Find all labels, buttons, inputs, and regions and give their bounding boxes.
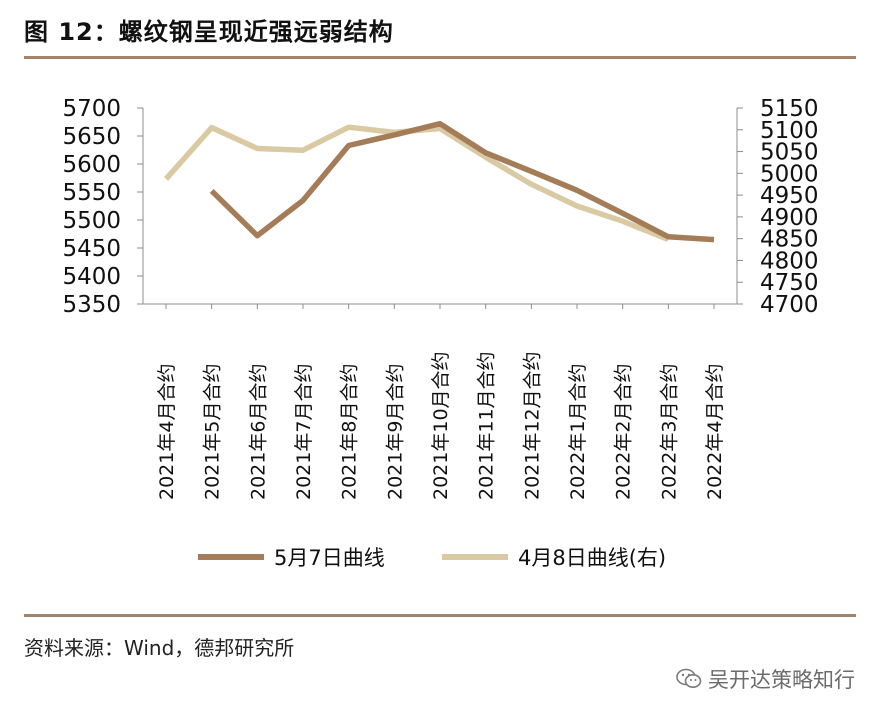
x-tick-label: 2021年10月合约: [430, 351, 452, 500]
x-tick-label: 2021年11月合约: [476, 351, 498, 500]
y-right-tick-label: 5150: [760, 96, 819, 122]
y-right-tick-label: 5000: [760, 161, 819, 187]
legend: 5月7日曲线 4月8日曲线(右): [198, 546, 666, 570]
x-tick-label: 2022年4月合约: [704, 364, 726, 500]
y-right-tick-label: 4850: [760, 227, 819, 253]
y-right-tick-label: 4900: [760, 205, 819, 231]
bottom-divider: [24, 614, 856, 617]
source-note: 资料来源：Wind，德邦研究所: [24, 636, 295, 660]
x-tick-label: 2021年7月合约: [293, 364, 315, 500]
y-left-tick-label: 5400: [62, 264, 121, 290]
series-line: [209, 120, 715, 243]
y-left-tick-label: 5700: [62, 96, 121, 122]
x-tick-label: 2021年12月合约: [521, 351, 543, 500]
y-right-tick-label: 4750: [760, 270, 819, 296]
y-left-tick-label: 5500: [62, 208, 121, 234]
x-tick-label: 2022年1月合约: [567, 364, 589, 500]
y-right-tick-label: 4950: [760, 183, 819, 209]
legend-label: 4月8日曲线(右): [518, 546, 666, 570]
y-left-tick-label: 5650: [62, 124, 121, 150]
watermark-text: 吴开达策略知行: [708, 668, 855, 692]
x-tick-label: 2022年3月合约: [658, 364, 680, 500]
x-tick-label: 2022年2月合约: [613, 364, 635, 500]
x-tick-label: 2021年9月合约: [384, 364, 406, 500]
wechat-icon: [676, 668, 702, 688]
series-lines: [163, 120, 715, 243]
figure-title: 图 12：螺纹钢呈现近强远弱结构: [24, 18, 394, 46]
x-axis: 2021年4月合约 2021年5月合约 2021年6月合约 2021年7月合约 2021…: [156, 304, 726, 500]
y-right-tick-label: 5100: [760, 118, 819, 144]
legend-label: 5月7日曲线: [274, 546, 385, 570]
y-right-tick-label: 5050: [760, 140, 819, 166]
x-tick-label: 2021年4月合约: [156, 364, 178, 500]
x-tick-label: 2021年6月合约: [247, 364, 269, 500]
x-tick-label: 2021年5月合约: [202, 364, 224, 500]
top-divider: [24, 56, 856, 59]
watermark: 吴开达策略知行: [676, 664, 855, 694]
x-tick-label: 2021年8月合约: [339, 364, 361, 500]
y-left-tick-label: 5600: [62, 152, 121, 178]
y-right-tick-label: 4700: [760, 292, 819, 318]
y-left-tick-label: 5450: [62, 236, 121, 262]
y-left-tick-label: 5550: [62, 180, 121, 206]
y-right-tick-label: 4800: [760, 248, 819, 274]
y-left-tick-label: 5350: [62, 292, 121, 318]
